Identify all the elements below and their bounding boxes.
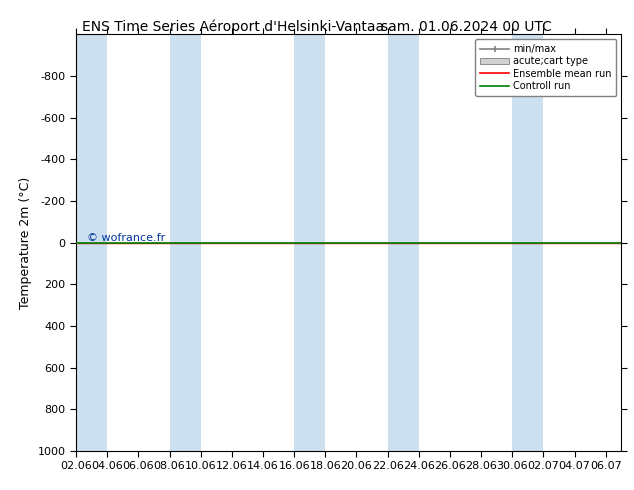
Text: sam. 01.06.2024 00 UTC: sam. 01.06.2024 00 UTC — [380, 20, 552, 34]
Text: ENS Time Series Aéroport d'Helsinki-Vantaa: ENS Time Series Aéroport d'Helsinki-Vant… — [82, 20, 385, 34]
Text: © wofrance.fr: © wofrance.fr — [87, 233, 165, 243]
Y-axis label: Temperature 2m (°C): Temperature 2m (°C) — [19, 176, 32, 309]
Bar — [512, 34, 543, 451]
Bar — [169, 34, 201, 451]
Bar — [387, 34, 419, 451]
Legend: min/max, acute;cart type, Ensemble mean run, Controll run: min/max, acute;cart type, Ensemble mean … — [475, 39, 616, 96]
Bar — [294, 34, 325, 451]
Bar — [76, 34, 107, 451]
